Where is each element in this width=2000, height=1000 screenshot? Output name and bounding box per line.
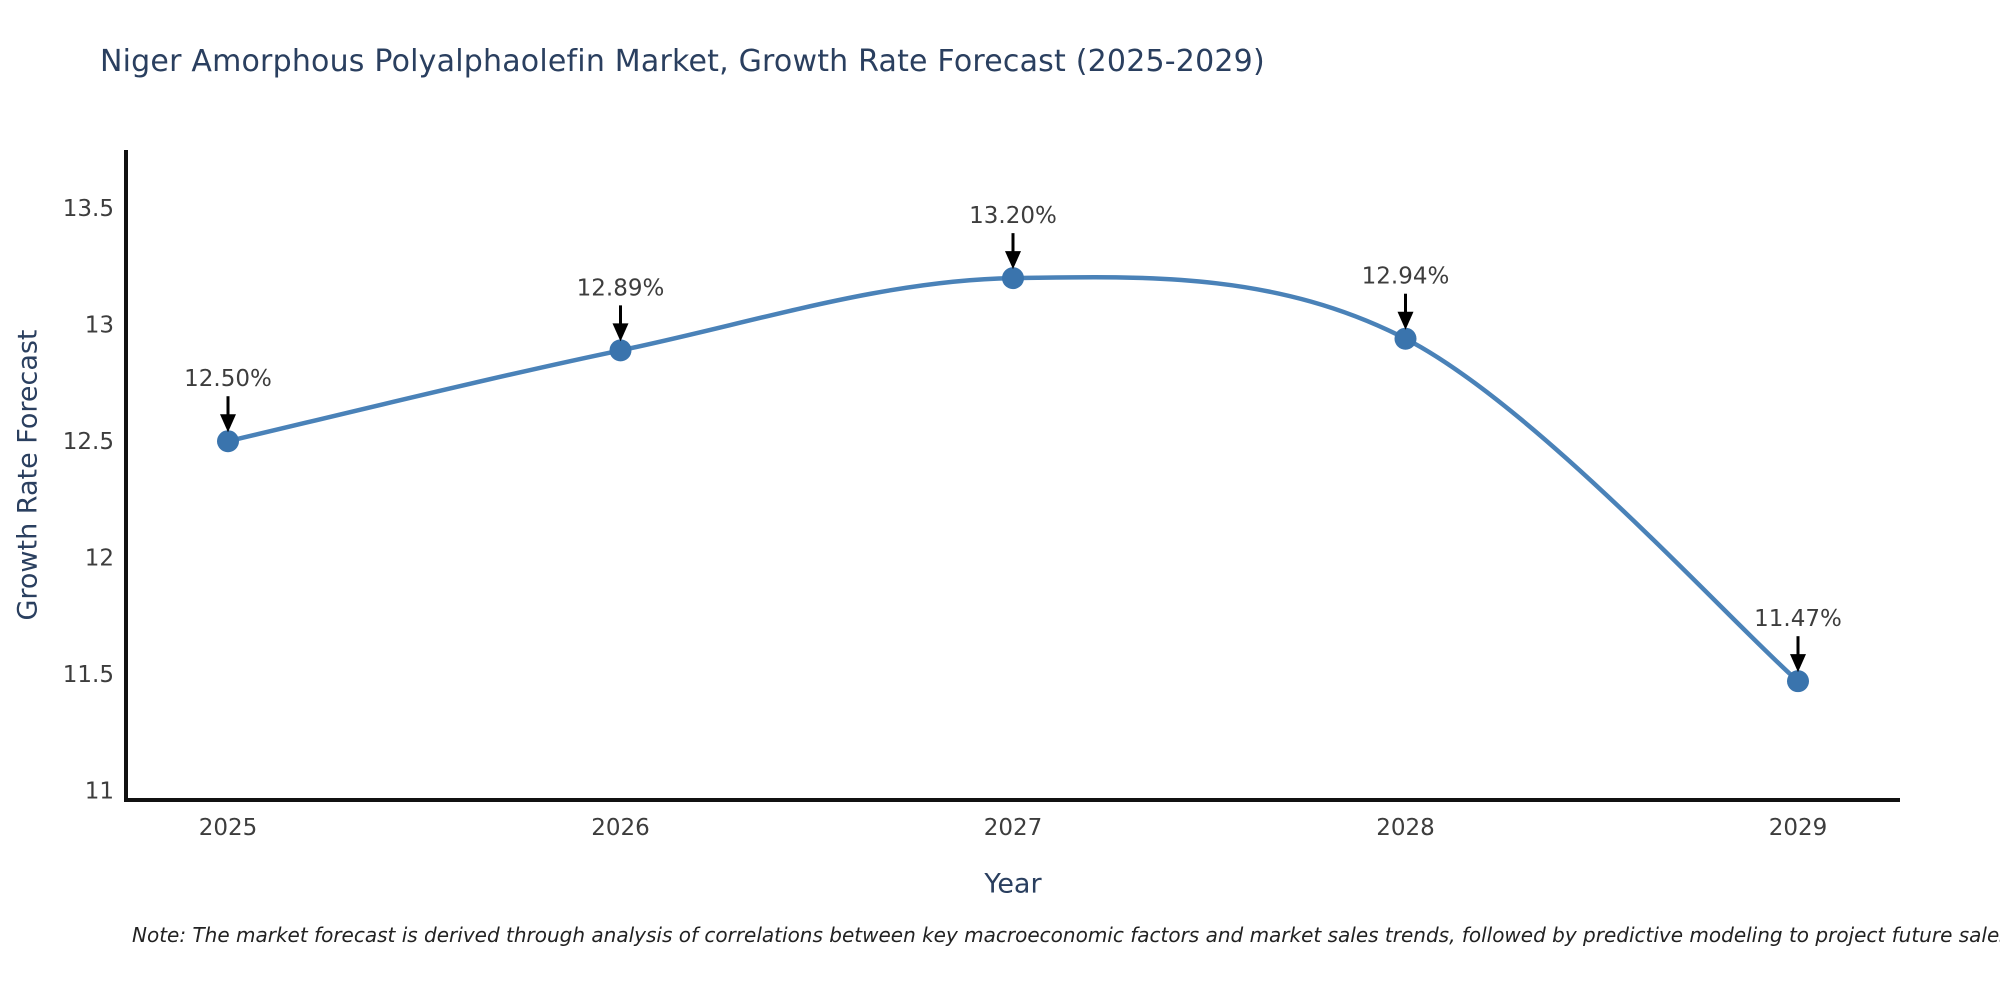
annotation-arrowhead — [220, 414, 236, 433]
x-tick-label: 2028 — [1376, 815, 1435, 841]
data-point-marker — [1394, 327, 1417, 350]
y-tick-label: 13 — [85, 313, 114, 339]
x-tick-label: 2026 — [591, 815, 650, 841]
series-line — [225, 274, 1801, 684]
y-tick-label: 11 — [85, 779, 114, 805]
y-tick-label: 12.5 — [63, 429, 114, 455]
annotation-arrowhead — [1790, 654, 1806, 673]
x-tick-label: 2027 — [984, 815, 1043, 841]
data-point-marker — [609, 339, 632, 362]
y-tick-label: 12 — [85, 546, 114, 572]
chart-title: Niger Amorphous Polyalphaolefin Market, … — [100, 44, 1265, 79]
data-point-marker — [1002, 267, 1024, 290]
annotation-label: 12.50% — [184, 366, 272, 392]
x-axis-title: Year — [984, 868, 1042, 900]
annotation-arrowhead — [612, 323, 629, 342]
annotation-label: 12.94% — [1362, 264, 1450, 290]
y-tick-label: 13.5 — [63, 196, 114, 222]
annotation-arrowhead — [1397, 311, 1414, 330]
data-point-marker — [1787, 670, 1809, 693]
x-tick-label: 2029 — [1769, 815, 1828, 841]
x-tick-label: 2025 — [199, 815, 258, 841]
data-point-marker — [217, 430, 239, 453]
annotation-label: 13.20% — [969, 203, 1057, 229]
y-axis-title: Growth Rate Forecast — [12, 329, 44, 621]
axis-lines — [124, 150, 1900, 802]
footnote: Note: The market forecast is derived thr… — [132, 923, 2000, 947]
annotation-arrowhead — [1005, 251, 1021, 270]
y-tick-label: 11.5 — [63, 662, 114, 688]
annotation-label: 11.47% — [1754, 606, 1842, 632]
annotation-label: 12.89% — [577, 275, 665, 301]
